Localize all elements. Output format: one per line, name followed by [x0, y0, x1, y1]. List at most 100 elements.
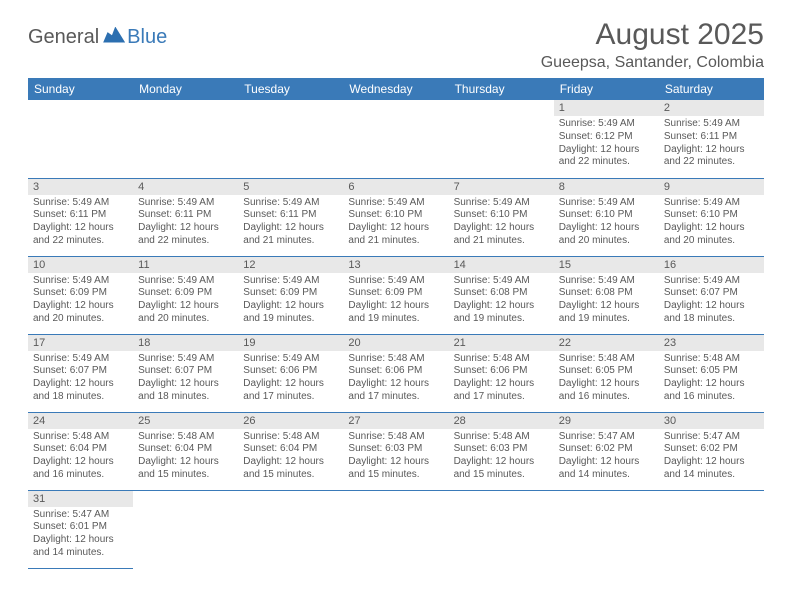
day-number: 6	[343, 179, 448, 195]
calendar-cell: 27Sunrise: 5:48 AMSunset: 6:03 PMDayligh…	[343, 412, 448, 490]
calendar-cell: 7Sunrise: 5:49 AMSunset: 6:10 PMDaylight…	[449, 178, 554, 256]
day-header: Friday	[554, 78, 659, 100]
day-details: Sunrise: 5:48 AMSunset: 6:03 PMDaylight:…	[449, 429, 554, 486]
day-details: Sunrise: 5:48 AMSunset: 6:05 PMDaylight:…	[554, 351, 659, 408]
day-number: 14	[449, 257, 554, 273]
day-number: 21	[449, 335, 554, 351]
calendar-table: SundayMondayTuesdayWednesdayThursdayFrid…	[28, 78, 764, 569]
day-number: 4	[133, 179, 238, 195]
day-number: 3	[28, 179, 133, 195]
calendar-cell: 31Sunrise: 5:47 AMSunset: 6:01 PMDayligh…	[28, 490, 133, 568]
day-details: Sunrise: 5:49 AMSunset: 6:09 PMDaylight:…	[238, 273, 343, 330]
day-details: Sunrise: 5:49 AMSunset: 6:07 PMDaylight:…	[28, 351, 133, 408]
calendar-cell: 21Sunrise: 5:48 AMSunset: 6:06 PMDayligh…	[449, 334, 554, 412]
calendar-cell	[343, 490, 448, 568]
calendar-header-row: SundayMondayTuesdayWednesdayThursdayFrid…	[28, 78, 764, 100]
calendar-cell: 12Sunrise: 5:49 AMSunset: 6:09 PMDayligh…	[238, 256, 343, 334]
day-details: Sunrise: 5:49 AMSunset: 6:11 PMDaylight:…	[133, 195, 238, 252]
day-details: Sunrise: 5:47 AMSunset: 6:02 PMDaylight:…	[659, 429, 764, 486]
calendar-cell: 11Sunrise: 5:49 AMSunset: 6:09 PMDayligh…	[133, 256, 238, 334]
logo-text-blue: Blue	[127, 26, 167, 49]
day-number: 8	[554, 179, 659, 195]
day-number: 29	[554, 413, 659, 429]
calendar-cell: 30Sunrise: 5:47 AMSunset: 6:02 PMDayligh…	[659, 412, 764, 490]
day-number: 20	[343, 335, 448, 351]
day-number: 9	[659, 179, 764, 195]
calendar-cell: 14Sunrise: 5:49 AMSunset: 6:08 PMDayligh…	[449, 256, 554, 334]
calendar-cell: 22Sunrise: 5:48 AMSunset: 6:05 PMDayligh…	[554, 334, 659, 412]
day-details: Sunrise: 5:49 AMSunset: 6:10 PMDaylight:…	[554, 195, 659, 252]
day-number: 31	[28, 491, 133, 507]
day-details: Sunrise: 5:48 AMSunset: 6:05 PMDaylight:…	[659, 351, 764, 408]
day-details: Sunrise: 5:48 AMSunset: 6:04 PMDaylight:…	[28, 429, 133, 486]
day-details: Sunrise: 5:49 AMSunset: 6:10 PMDaylight:…	[449, 195, 554, 252]
calendar-cell: 4Sunrise: 5:49 AMSunset: 6:11 PMDaylight…	[133, 178, 238, 256]
calendar-cell: 8Sunrise: 5:49 AMSunset: 6:10 PMDaylight…	[554, 178, 659, 256]
day-number: 1	[554, 100, 659, 116]
calendar-cell: 24Sunrise: 5:48 AMSunset: 6:04 PMDayligh…	[28, 412, 133, 490]
month-title: August 2025	[541, 18, 764, 52]
day-details: Sunrise: 5:48 AMSunset: 6:06 PMDaylight:…	[343, 351, 448, 408]
day-details: Sunrise: 5:48 AMSunset: 6:04 PMDaylight:…	[238, 429, 343, 486]
day-details: Sunrise: 5:49 AMSunset: 6:09 PMDaylight:…	[343, 273, 448, 330]
day-header: Sunday	[28, 78, 133, 100]
day-number: 18	[133, 335, 238, 351]
day-number: 12	[238, 257, 343, 273]
calendar-cell: 25Sunrise: 5:48 AMSunset: 6:04 PMDayligh…	[133, 412, 238, 490]
calendar-cell: 18Sunrise: 5:49 AMSunset: 6:07 PMDayligh…	[133, 334, 238, 412]
day-details: Sunrise: 5:49 AMSunset: 6:08 PMDaylight:…	[554, 273, 659, 330]
calendar-cell: 28Sunrise: 5:48 AMSunset: 6:03 PMDayligh…	[449, 412, 554, 490]
day-number: 27	[343, 413, 448, 429]
logo-sail-icon	[103, 27, 125, 43]
day-details: Sunrise: 5:47 AMSunset: 6:01 PMDaylight:…	[28, 507, 133, 564]
title-block: August 2025 Gueepsa, Santander, Colombia	[541, 18, 764, 72]
day-header: Tuesday	[238, 78, 343, 100]
day-number: 15	[554, 257, 659, 273]
calendar-cell	[133, 100, 238, 178]
day-details: Sunrise: 5:49 AMSunset: 6:10 PMDaylight:…	[659, 195, 764, 252]
day-details: Sunrise: 5:48 AMSunset: 6:04 PMDaylight:…	[133, 429, 238, 486]
calendar-cell	[449, 490, 554, 568]
calendar-cell: 6Sunrise: 5:49 AMSunset: 6:10 PMDaylight…	[343, 178, 448, 256]
calendar-cell	[133, 490, 238, 568]
day-header: Wednesday	[343, 78, 448, 100]
calendar-cell	[28, 100, 133, 178]
day-number: 23	[659, 335, 764, 351]
calendar-cell	[449, 100, 554, 178]
calendar-cell: 15Sunrise: 5:49 AMSunset: 6:08 PMDayligh…	[554, 256, 659, 334]
day-details: Sunrise: 5:49 AMSunset: 6:12 PMDaylight:…	[554, 116, 659, 173]
day-number: 10	[28, 257, 133, 273]
calendar-cell	[659, 490, 764, 568]
calendar-cell	[343, 100, 448, 178]
day-number: 28	[449, 413, 554, 429]
calendar-cell: 13Sunrise: 5:49 AMSunset: 6:09 PMDayligh…	[343, 256, 448, 334]
day-details: Sunrise: 5:49 AMSunset: 6:10 PMDaylight:…	[343, 195, 448, 252]
day-details: Sunrise: 5:49 AMSunset: 6:11 PMDaylight:…	[238, 195, 343, 252]
day-number: 24	[28, 413, 133, 429]
calendar-cell: 1Sunrise: 5:49 AMSunset: 6:12 PMDaylight…	[554, 100, 659, 178]
calendar-cell: 26Sunrise: 5:48 AMSunset: 6:04 PMDayligh…	[238, 412, 343, 490]
calendar-cell	[238, 100, 343, 178]
day-details: Sunrise: 5:49 AMSunset: 6:07 PMDaylight:…	[659, 273, 764, 330]
day-number: 17	[28, 335, 133, 351]
day-details: Sunrise: 5:48 AMSunset: 6:06 PMDaylight:…	[449, 351, 554, 408]
day-details: Sunrise: 5:49 AMSunset: 6:11 PMDaylight:…	[659, 116, 764, 173]
calendar-cell: 10Sunrise: 5:49 AMSunset: 6:09 PMDayligh…	[28, 256, 133, 334]
day-number: 7	[449, 179, 554, 195]
calendar-cell: 5Sunrise: 5:49 AMSunset: 6:11 PMDaylight…	[238, 178, 343, 256]
calendar-cell: 20Sunrise: 5:48 AMSunset: 6:06 PMDayligh…	[343, 334, 448, 412]
calendar-cell: 9Sunrise: 5:49 AMSunset: 6:10 PMDaylight…	[659, 178, 764, 256]
calendar-cell: 29Sunrise: 5:47 AMSunset: 6:02 PMDayligh…	[554, 412, 659, 490]
day-details: Sunrise: 5:49 AMSunset: 6:09 PMDaylight:…	[133, 273, 238, 330]
day-details: Sunrise: 5:49 AMSunset: 6:07 PMDaylight:…	[133, 351, 238, 408]
calendar-cell	[238, 490, 343, 568]
day-number: 26	[238, 413, 343, 429]
day-number: 5	[238, 179, 343, 195]
day-number: 25	[133, 413, 238, 429]
calendar-cell: 19Sunrise: 5:49 AMSunset: 6:06 PMDayligh…	[238, 334, 343, 412]
day-number: 30	[659, 413, 764, 429]
location: Gueepsa, Santander, Colombia	[541, 54, 764, 72]
logo-text-general: General	[28, 26, 99, 49]
day-details: Sunrise: 5:49 AMSunset: 6:09 PMDaylight:…	[28, 273, 133, 330]
day-number: 22	[554, 335, 659, 351]
